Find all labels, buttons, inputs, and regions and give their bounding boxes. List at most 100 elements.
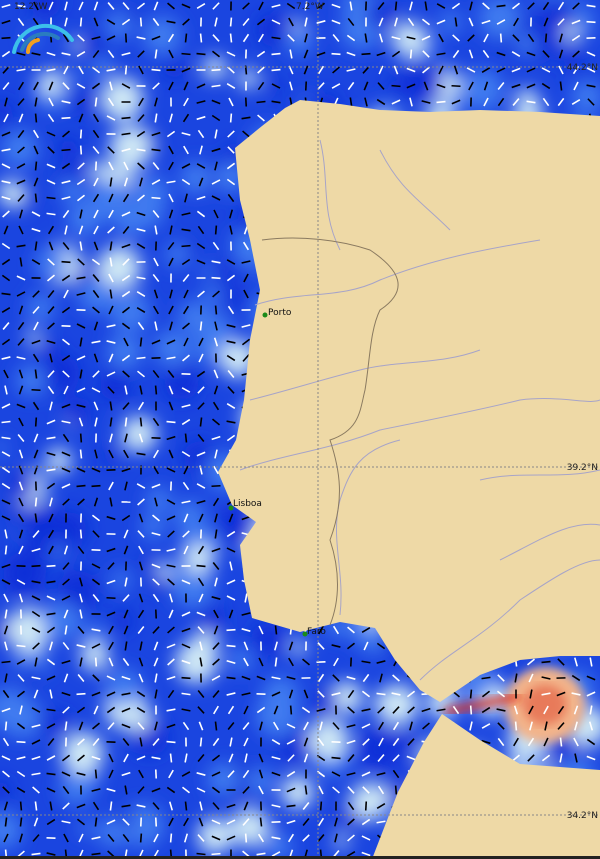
speed-blob	[80, 641, 110, 671]
current-arrow	[31, 852, 41, 856]
current-arrow	[168, 209, 174, 219]
speed-blob	[439, 11, 462, 34]
current-arrow	[303, 49, 309, 59]
current-arrow	[46, 274, 56, 282]
current-arrow	[541, 67, 551, 73]
current-arrow	[46, 772, 56, 776]
current-arrow	[436, 83, 446, 89]
current-arrow	[123, 753, 129, 763]
current-arrow	[199, 657, 203, 667]
current-arrow	[347, 81, 355, 91]
current-arrow	[409, 49, 413, 59]
current-arrow	[47, 113, 55, 123]
current-arrow	[106, 324, 116, 328]
current-arrow	[108, 273, 114, 283]
current-arrow	[152, 578, 160, 586]
current-arrow	[481, 67, 491, 73]
current-arrow	[49, 689, 53, 699]
speed-blob	[0, 780, 11, 802]
current-arrow	[79, 529, 83, 539]
current-arrow	[1, 163, 11, 169]
current-arrow	[258, 769, 264, 779]
current-arrow	[77, 162, 85, 170]
current-arrow	[226, 803, 236, 809]
current-arrow	[243, 801, 249, 811]
current-arrow	[46, 436, 56, 440]
current-arrow	[48, 81, 54, 91]
current-arrow	[196, 163, 206, 169]
current-arrow	[109, 497, 113, 507]
current-arrow	[213, 625, 219, 635]
current-arrow	[154, 673, 158, 683]
current-arrow	[32, 530, 40, 538]
current-arrow	[211, 99, 221, 105]
current-arrow	[303, 753, 309, 763]
current-arrow	[136, 148, 146, 152]
current-arrow	[31, 707, 41, 713]
city-faro[interactable]: Faro	[302, 627, 327, 637]
current-arrow	[33, 145, 39, 155]
current-arrow	[391, 36, 401, 40]
current-arrow	[258, 625, 264, 635]
current-arrow	[226, 178, 236, 186]
current-arrow	[124, 785, 128, 795]
current-arrow	[122, 193, 130, 203]
speed-blob	[241, 264, 255, 277]
current-arrow	[211, 596, 221, 600]
current-arrow	[108, 769, 114, 779]
speed-blob	[104, 668, 142, 706]
current-arrow	[32, 834, 40, 842]
speed-blob	[171, 565, 214, 608]
current-arrow	[93, 209, 99, 219]
current-arrow	[32, 401, 40, 411]
current-arrow	[46, 51, 56, 57]
current-arrow	[46, 339, 56, 345]
current-arrow	[557, 1, 565, 11]
current-arrow	[151, 148, 161, 152]
current-arrow	[211, 547, 221, 553]
current-arrow	[122, 370, 130, 378]
current-arrow	[33, 817, 39, 827]
current-arrow	[181, 643, 191, 649]
current-arrow	[183, 545, 189, 555]
current-arrow	[317, 817, 325, 827]
current-arrow	[196, 370, 206, 378]
current-arrow	[226, 324, 236, 328]
city-porto[interactable]: Porto	[262, 308, 292, 318]
current-arrow	[347, 834, 355, 842]
land-africa	[372, 714, 600, 859]
current-arrow	[361, 660, 371, 664]
current-arrow	[199, 641, 203, 651]
current-arrow	[199, 417, 203, 427]
current-arrow	[49, 353, 53, 363]
current-arrow	[181, 258, 191, 266]
current-arrow	[17, 194, 25, 202]
current-arrow	[318, 625, 324, 635]
current-arrow	[1, 306, 11, 314]
current-arrow	[47, 370, 55, 378]
current-arrow	[406, 83, 416, 89]
current-arrow	[76, 178, 86, 186]
current-arrow	[182, 530, 190, 538]
current-arrow	[1, 499, 11, 505]
current-arrow	[31, 610, 41, 618]
current-arrow	[422, 50, 430, 58]
current-arrow	[407, 17, 415, 27]
current-arrow	[242, 18, 250, 26]
current-arrow	[452, 49, 460, 59]
current-arrow	[91, 340, 101, 344]
speed-blob	[62, 358, 77, 374]
current-arrow	[436, 3, 446, 9]
current-arrow	[46, 675, 56, 681]
current-arrow	[198, 513, 204, 523]
current-arrow	[377, 721, 385, 731]
current-arrow	[154, 113, 158, 123]
current-arrow	[211, 84, 221, 88]
current-arrow	[137, 530, 145, 538]
speed-blob	[110, 610, 133, 632]
current-arrow	[197, 386, 205, 394]
current-arrow	[16, 356, 26, 360]
city-lisboa[interactable]: Lisboa	[228, 499, 262, 511]
